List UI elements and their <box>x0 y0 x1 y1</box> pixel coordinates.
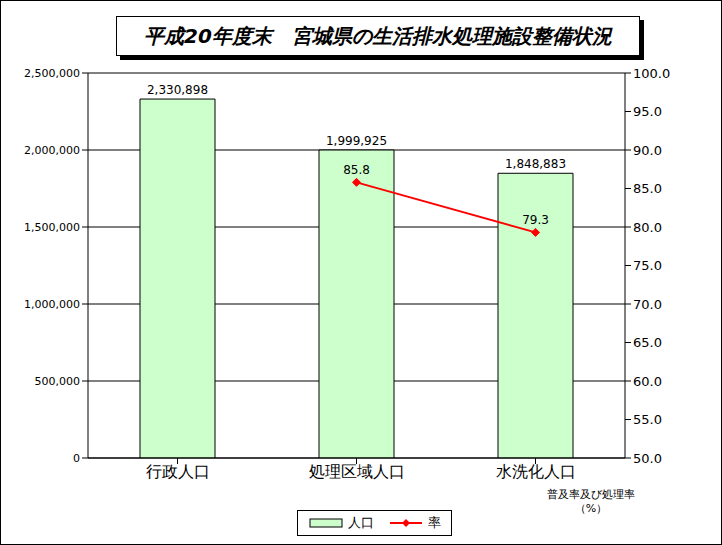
svg-text:85.0: 85.0 <box>633 181 662 196</box>
html-text:率: 率 <box>428 515 441 530</box>
svg-text:75.0: 75.0 <box>633 258 662 273</box>
svg-text:65.0: 65.0 <box>633 335 662 350</box>
svg-text:100.0: 100.0 <box>633 66 670 81</box>
svg-text:0: 0 <box>73 452 80 465</box>
html-text:普及率及び処理率: 普及率及び処理率 <box>547 488 635 501</box>
svg-text:79.3: 79.3 <box>522 213 549 227</box>
svg-text:1,999,925: 1,999,925 <box>326 134 387 148</box>
svg-text:95.0: 95.0 <box>633 104 662 119</box>
svg-text:2,000,000: 2,000,000 <box>24 144 80 157</box>
svg-text:1,848,883: 1,848,883 <box>505 157 566 171</box>
svg-text:50.0: 50.0 <box>633 451 662 466</box>
svg-text:1,000,000: 1,000,000 <box>24 298 80 311</box>
svg-text:水洗化人口: 水洗化人口 <box>496 462 576 481</box>
html-text:平成20年度末 宮城県の生活排水処理施設整備状況: 平成20年度末 宮城県の生活排水処理施設整備状況 <box>144 23 612 48</box>
svg-text:85.8: 85.8 <box>343 163 370 177</box>
svg-text:90.0: 90.0 <box>633 143 662 158</box>
svg-text:70.0: 70.0 <box>633 297 662 312</box>
html-text:人口: 人口 <box>348 515 374 530</box>
svg-text:60.0: 60.0 <box>633 374 662 389</box>
svg-text:処理区域人口: 処理区域人口 <box>309 462 405 481</box>
svg-text:55.0: 55.0 <box>633 412 662 427</box>
svg-text:80.0: 80.0 <box>633 220 662 235</box>
svg-text:500,000: 500,000 <box>35 375 81 388</box>
svg-text:行政人口: 行政人口 <box>146 462 210 481</box>
svg-text:2,330,898: 2,330,898 <box>147 83 208 97</box>
svg-text:1,500,000: 1,500,000 <box>24 221 80 234</box>
svg-text:2,500,000: 2,500,000 <box>24 67 80 80</box>
